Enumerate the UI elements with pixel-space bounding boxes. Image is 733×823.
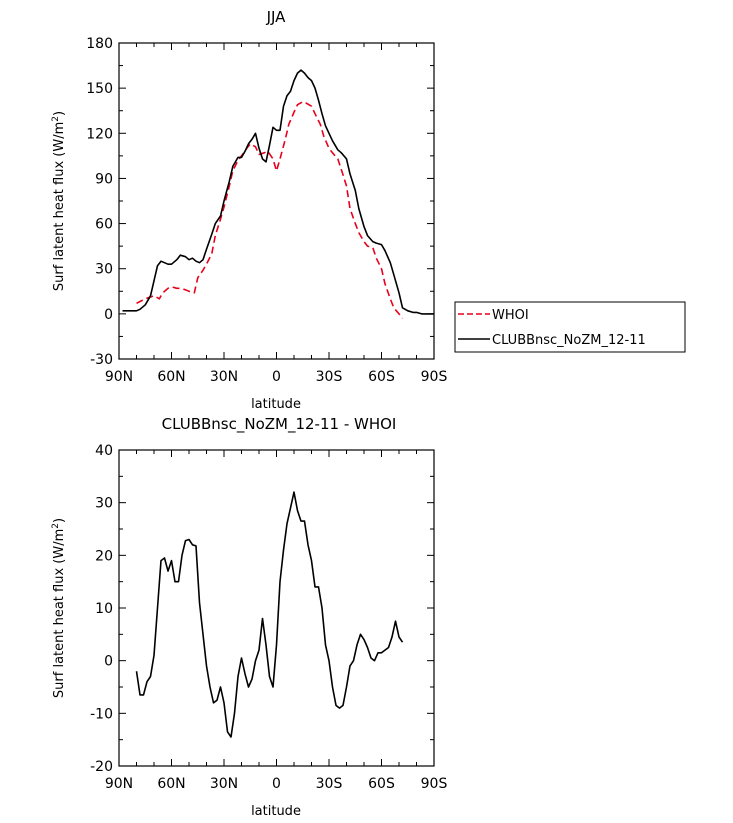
y-tick-label: 40 [95,443,113,459]
x-tick-label: 60N [157,776,185,792]
y-tick-label: 30 [95,262,113,278]
x-tick-label: 90N [105,776,133,792]
bottom-chart-title: CLUBBnsc_NoZM_12-11 - WHOI [162,415,397,434]
bottom-y-axis-label-close: ) [52,518,67,523]
bottom-series-lines [135,491,404,738]
x-tick-label: 60N [157,369,185,385]
x-tick-label: 30N [210,776,238,792]
y-tick-label: 150 [86,81,113,97]
x-tick-label: 30N [210,369,238,385]
top-panel: JJA 90N 60N 30N 0 30S 60S 90S -30 0 30 60 90 120 150… [51,8,447,412]
bottom-x-tick-labels: 90N 60N 30N 0 30S 60S 90S [105,776,448,792]
y-tick-label: -20 [90,759,113,775]
y-tick-label: 60 [95,217,113,233]
bottom-x-axis-label: latitude [251,804,301,819]
top-series-lines [122,69,434,319]
y-tick-label: 10 [95,601,113,617]
y-tick-label: 180 [86,36,113,52]
legend: WHOI CLUBBnsc_NoZM_12-11 [454,301,686,353]
top-y-tick-labels: -30 0 30 60 90 120 150 180 [86,36,113,368]
y-tick-label: 20 [95,548,113,564]
top-y-axis-label-main: Surf latent heat flux (W/m [52,122,67,291]
top-y-axis-label: Surf latent heat flux (W/m2) [51,111,67,291]
x-tick-label: 60S [368,776,395,792]
bottom-y-axis-label: Surf latent heat flux (W/m2) [51,518,67,698]
top-ticks [118,42,435,360]
legend-clubb-label: CLUBBnsc_NoZM_12-11 [492,333,646,348]
top-y-axis-label-sup: 2 [51,116,61,122]
x-tick-label: 30S [316,369,343,385]
top-x-axis-label: latitude [251,397,301,412]
x-tick-label: 90S [421,369,448,385]
y-tick-label: 0 [104,307,113,323]
legend-whoi-label: WHOI [492,308,529,323]
y-tick-label: -10 [90,706,113,722]
top-y-axis-label-close: ) [52,111,67,116]
y-tick-label: 120 [86,126,113,142]
x-tick-label: 90N [105,369,133,385]
x-tick-label: 0 [272,776,281,792]
y-tick-label: -30 [90,352,113,368]
x-tick-label: 0 [272,369,281,385]
top-plot-frame [118,42,435,360]
top-chart-title: JJA [266,8,287,26]
x-tick-label: 90S [421,776,448,792]
series-line-whoi [136,100,404,319]
difference-series-line [135,491,404,738]
top-x-tick-labels: 90N 60N 30N 0 30S 60S 90S [105,369,448,385]
bottom-y-tick-labels: -20 -10 0 10 20 30 40 [90,443,113,775]
bottom-ticks [118,449,435,767]
legend-box [454,301,686,353]
y-tick-label: 90 [95,171,113,187]
x-tick-label: 60S [368,369,395,385]
bottom-y-axis-label-sup: 2 [51,523,61,529]
x-tick-label: 30S [316,776,343,792]
bottom-y-axis-label-main: Surf latent heat flux (W/m [52,529,67,698]
bottom-plot-frame [118,449,435,767]
y-tick-label: 30 [95,496,113,512]
bottom-panel: CLUBBnsc_NoZM_12-11 - WHOI 90N 60N 30N 0 30S… [51,415,447,819]
y-tick-label: 0 [104,654,113,670]
series-line-clubbnsc-nozm-12-11 [122,69,434,315]
